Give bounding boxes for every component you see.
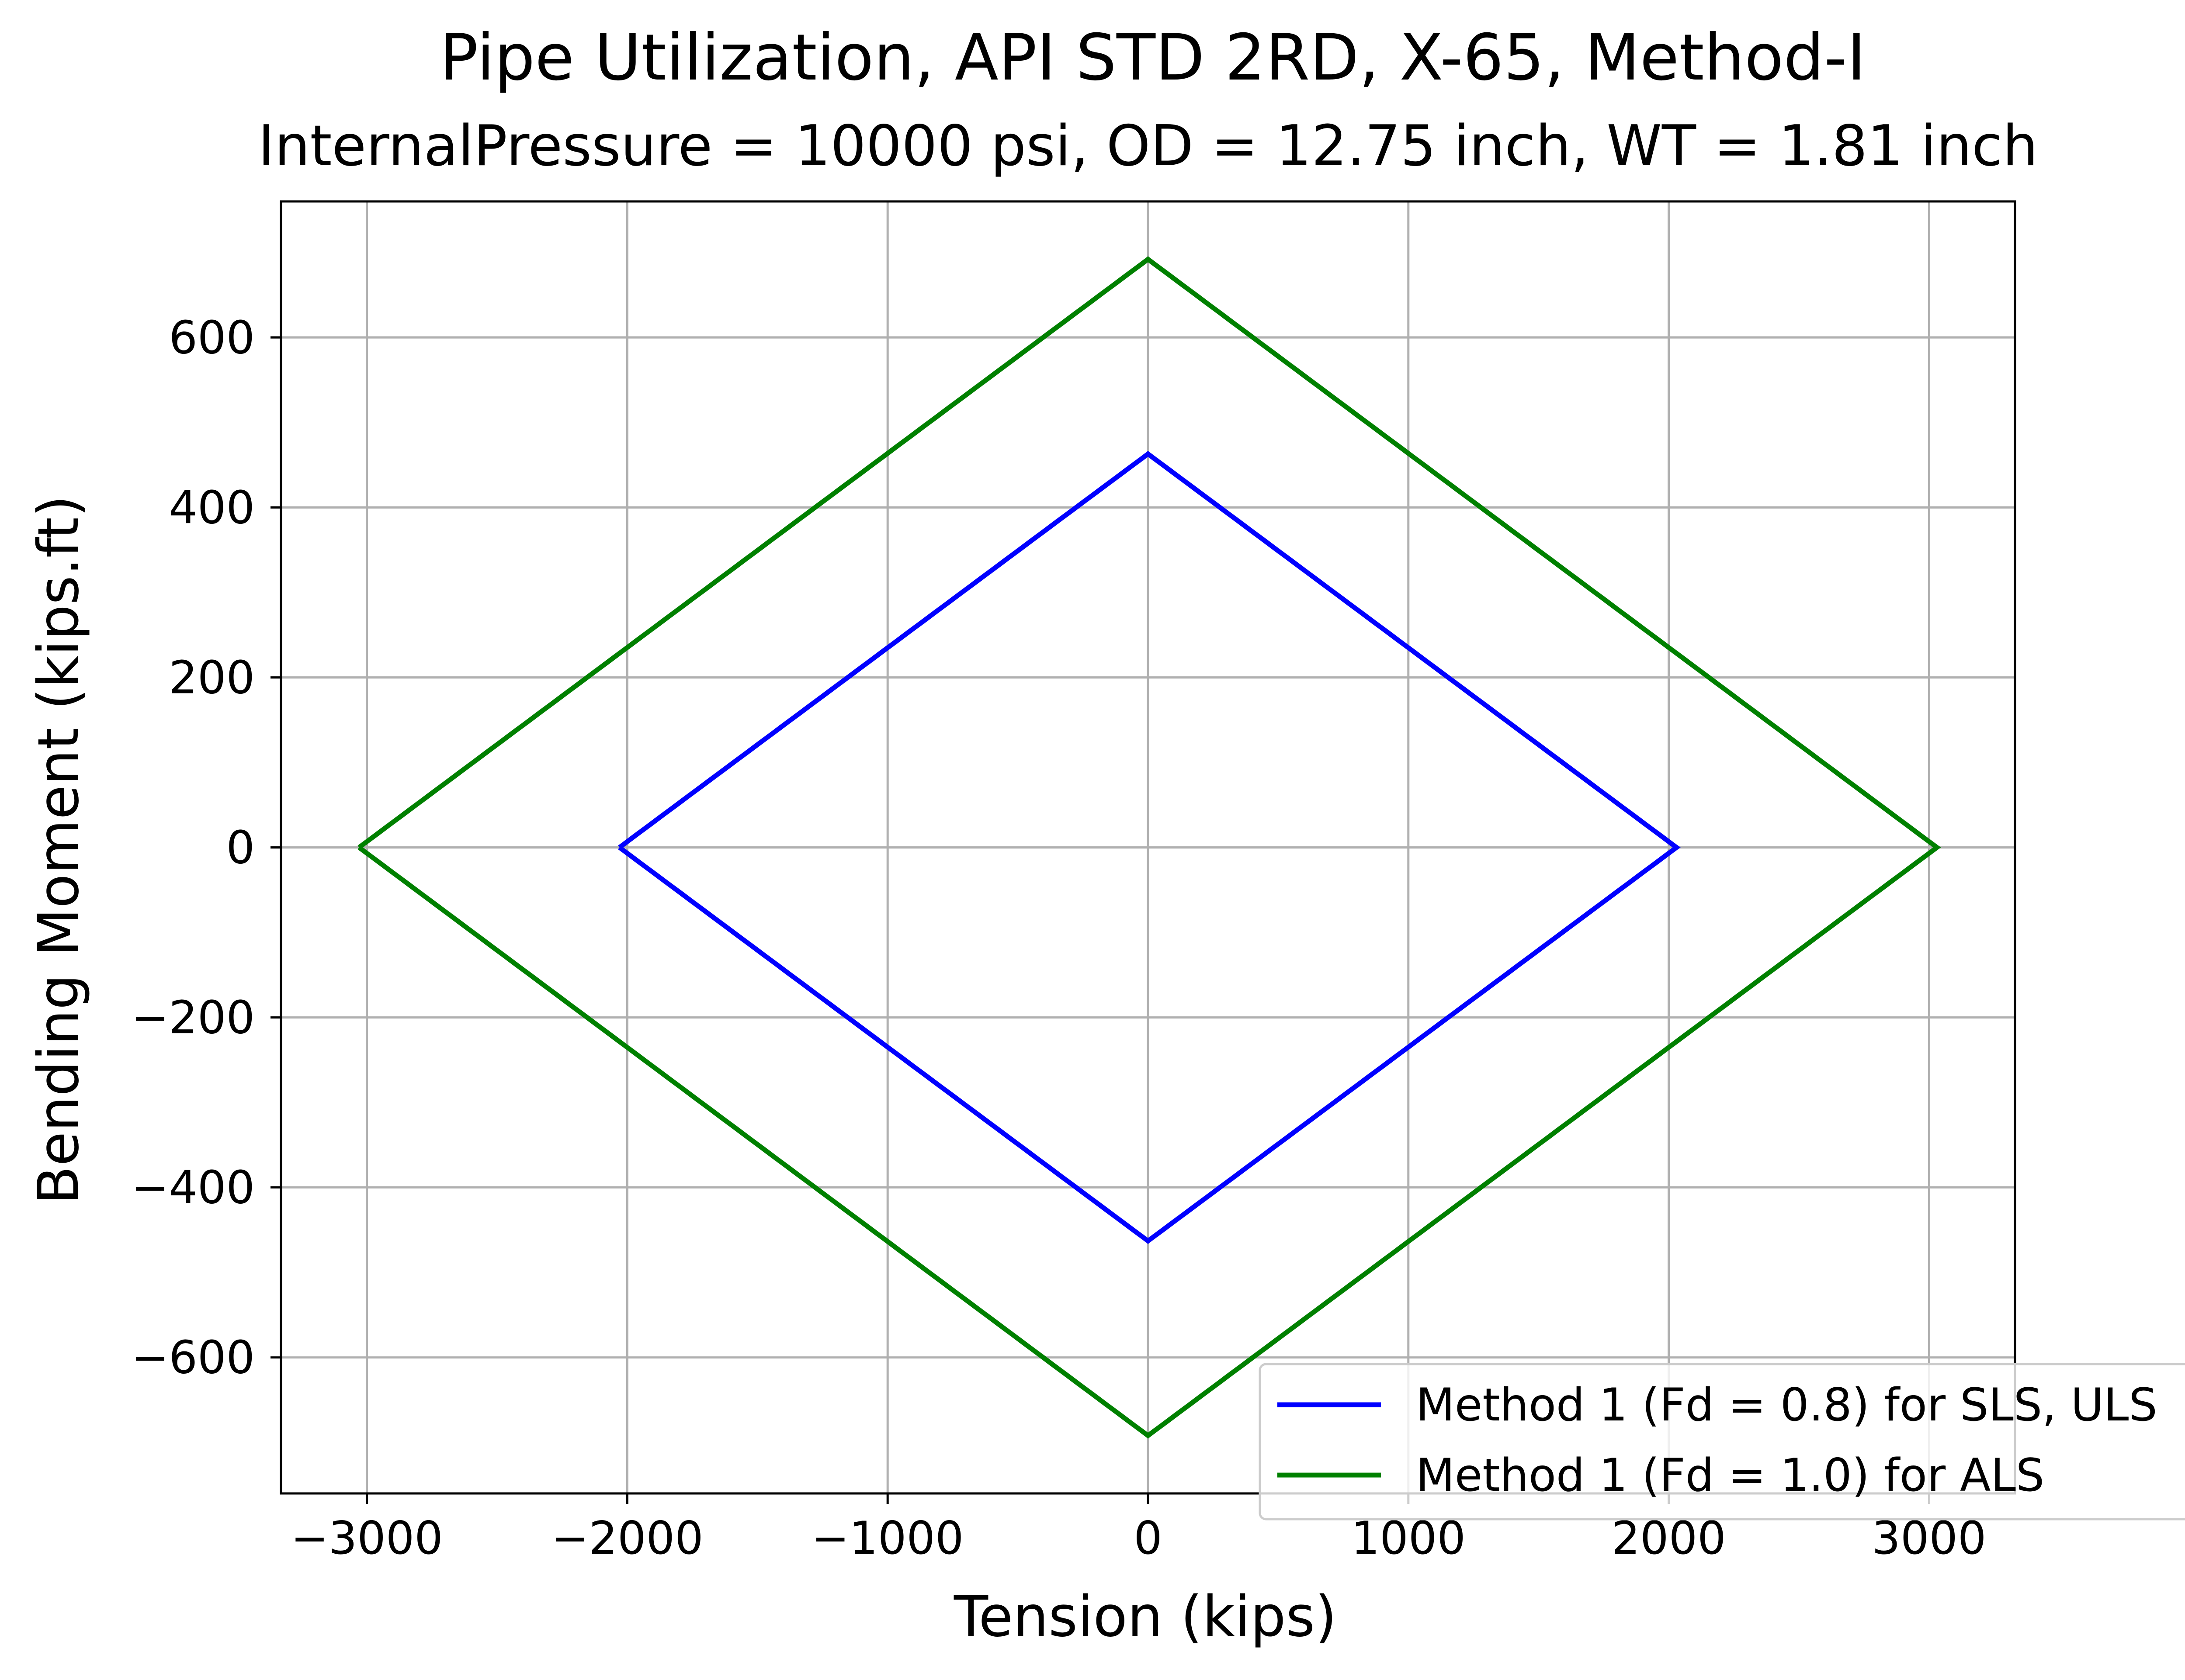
x-tick-label: −3000 bbox=[291, 1512, 443, 1565]
y-tick-label: 200 bbox=[169, 651, 255, 704]
x-tick-label: 1000 bbox=[1351, 1512, 1466, 1565]
x-tick-label: 2000 bbox=[1612, 1512, 1726, 1565]
y-tick-label: −600 bbox=[131, 1332, 255, 1384]
legend-box bbox=[1259, 1363, 2185, 1521]
series-line-2 bbox=[357, 256, 1941, 1439]
legend-label-series-1: Method 1 (Fd = 0.8) for SLS, ULS bbox=[1416, 1379, 2157, 1431]
x-tick-label: 0 bbox=[1134, 1512, 1162, 1565]
series-layer bbox=[357, 256, 1941, 1439]
y-tick-label: −400 bbox=[131, 1162, 255, 1214]
legend-label-series-2: Method 1 (Fd = 1.0) for ALS bbox=[1416, 1449, 2044, 1502]
y-tick-label: −200 bbox=[131, 992, 255, 1044]
x-tick-label: −1000 bbox=[812, 1512, 964, 1565]
y-tick-label: 400 bbox=[169, 481, 255, 534]
y-tick-label: 600 bbox=[169, 312, 255, 364]
x-axis-label: Tension (kips) bbox=[954, 1584, 1337, 1649]
axis-ticks: −3000 −2000 −1000 0 1000 2000 3000−600−400−200… bbox=[131, 312, 1986, 1565]
y-axis-label: Bending Moment (kips.ft) bbox=[26, 495, 91, 1205]
x-tick-label: −2000 bbox=[551, 1512, 703, 1565]
chart-subtitle: InternalPressure = 10000 psi, OD = 12.75… bbox=[258, 114, 2038, 179]
series-line-1 bbox=[618, 450, 1681, 1244]
y-tick-label: 0 bbox=[226, 822, 255, 874]
x-tick-label: 3000 bbox=[1872, 1512, 1986, 1565]
legend: Method 1 (Fd = 0.8) for SLS, ULS Method … bbox=[1259, 1363, 2185, 1521]
chart-title: Pipe Utilization, API STD 2RD, X-65, Met… bbox=[440, 21, 1866, 95]
grid bbox=[281, 201, 2015, 1493]
